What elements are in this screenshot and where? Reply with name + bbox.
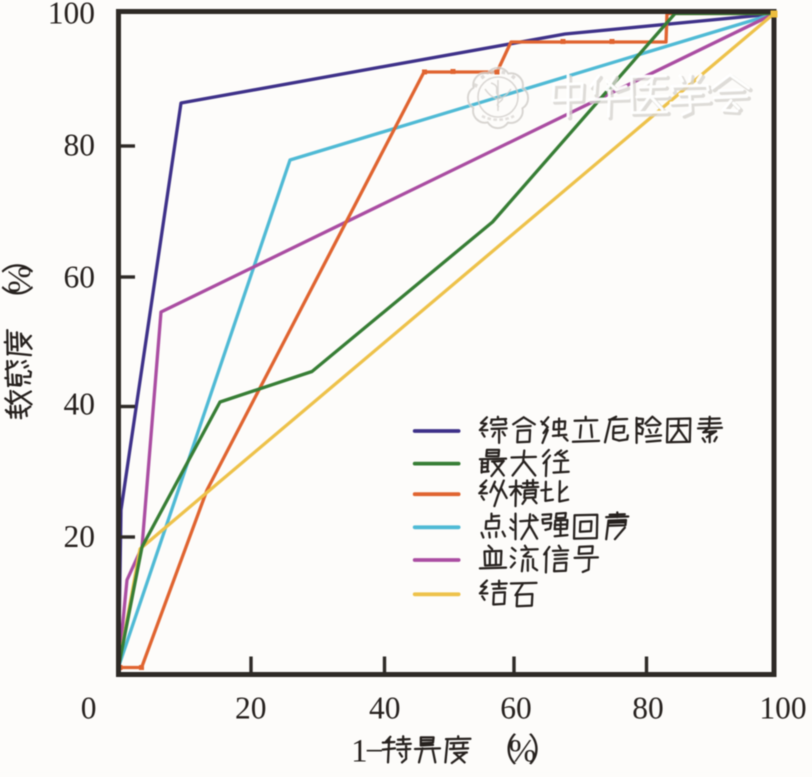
svg-text:60: 60 xyxy=(64,260,96,295)
svg-text:−: − xyxy=(365,734,384,770)
svg-text:20: 20 xyxy=(64,519,96,554)
svg-text:（: （ xyxy=(485,734,518,770)
svg-text:40: 40 xyxy=(64,387,96,422)
svg-text:40: 40 xyxy=(369,691,401,726)
svg-text:80: 80 xyxy=(64,128,96,163)
svg-text:80: 80 xyxy=(632,691,664,726)
svg-text:%: % xyxy=(2,266,38,293)
svg-text:20: 20 xyxy=(235,691,267,726)
svg-text:1: 1 xyxy=(351,734,367,770)
svg-text:60: 60 xyxy=(500,691,532,726)
svg-text:（: （ xyxy=(2,284,38,317)
svg-text:0: 0 xyxy=(81,691,97,726)
svg-text:100: 100 xyxy=(759,691,806,726)
svg-text:100: 100 xyxy=(48,0,95,31)
svg-text:%: % xyxy=(509,734,536,770)
svg-text:）: ） xyxy=(2,241,38,274)
svg-text:）: ） xyxy=(528,734,561,770)
